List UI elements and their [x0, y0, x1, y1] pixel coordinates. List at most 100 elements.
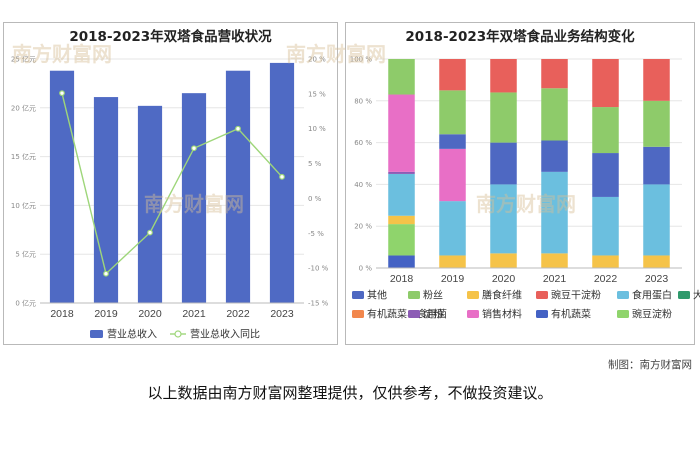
x-tick-label: 2019 [94, 308, 118, 320]
x-tick-label: 2021 [543, 273, 567, 285]
stacked-segment [388, 171, 415, 174]
x-tick-label: 2020 [492, 273, 516, 285]
y-right-tick-label: -10 % [308, 265, 329, 273]
revenue-chart-panel: 2018-2023年双塔食品营收状况 0 亿元 5 亿元 10 亿元 15 亿元 20 … [3, 22, 338, 345]
y-left-tick-label: 25 亿元 [11, 55, 36, 64]
legend-label: 豌豆干淀粉 [551, 289, 601, 302]
revenue-bar [93, 97, 119, 304]
stacked-segment [439, 148, 466, 202]
legend-swatch [617, 310, 629, 318]
y-right-tick-label: -15 % [308, 300, 329, 308]
legend-swatch [408, 291, 420, 299]
stacked-segment [388, 59, 415, 95]
y-right-tick-label: 10 % [308, 125, 326, 133]
revenue-chart: 0 亿元 5 亿元 10 亿元 15 亿元 20 亿元 25 亿元 -15 % -10 % -5… [11, 55, 329, 341]
chart-credit: 制图：南方财富网 [608, 359, 692, 371]
legend-label-yoy: 营业总收入同比 [190, 328, 260, 341]
y-left-tick-label: 5 亿元 [15, 250, 36, 259]
revenue-chart-title: 2018-2023年双塔食品营收状况 [69, 29, 272, 45]
stacked-segment [643, 184, 670, 256]
stacked-segment [541, 253, 568, 268]
y-right-tick-label: 0 % [308, 195, 322, 203]
stacked-segment [643, 146, 670, 185]
legend-swatch [352, 310, 364, 318]
y-left-tick-label: 10 亿元 [11, 201, 36, 210]
revenue-bar [269, 62, 295, 304]
disclaimer-text: 以上数据由南方财富网整理提供，仅供参考，不做投资建议。 [147, 384, 553, 402]
y-right-tick-label: 5 % [308, 160, 322, 168]
stacked-segment [592, 153, 619, 197]
x-tick-label: 2019 [441, 273, 465, 285]
x-tick-label: 2023 [270, 308, 294, 320]
yoy-growth-point [59, 90, 65, 97]
y-left-tick-label: 0 亿元 [15, 299, 36, 308]
structure-chart-title: 2018-2023年双塔食品业务结构变化 [405, 29, 635, 45]
stacked-segment [592, 196, 619, 256]
revenue-bar [225, 70, 251, 303]
stacked-segment [388, 94, 415, 172]
stacked-segment [541, 59, 568, 89]
legend-label-revenue: 营业总收入 [107, 328, 157, 341]
x-tick-label: 2020 [138, 308, 162, 320]
legend-label: 豌豆淀粉 [632, 308, 672, 321]
stacked-segment [643, 255, 670, 268]
x-tick-label: 2023 [645, 273, 669, 285]
legend-label: 销售材料 [482, 308, 522, 321]
y-tick-label: 20 % [354, 223, 372, 231]
revenue-bar [181, 93, 207, 303]
legend-swatch [536, 310, 548, 318]
yoy-growth-point [235, 125, 241, 132]
stacked-segment [490, 59, 517, 93]
y-right-tick-label: 15 % [308, 90, 326, 98]
legend-swatch [617, 291, 629, 299]
yoy-growth-point [191, 145, 197, 152]
x-tick-label: 2021 [182, 308, 206, 320]
stacked-segment [490, 92, 517, 143]
y-right-tick-label: 20 % [308, 56, 326, 64]
business-structure-chart: 0 % 20 % 40 % 60 % 80 % 100 % 2018 2019 2020 2021… [350, 56, 700, 321]
y-tick-label: 80 % [354, 97, 372, 105]
yoy-growth-point [147, 229, 153, 236]
stacked-segment [592, 59, 619, 108]
revenue-bar [137, 105, 163, 304]
business-structure-chart-panel: 2018-2023年双塔食品业务结构变化 0 % 20 % 40 % 60 % 80 %… [286, 22, 700, 345]
legend-label: 其他 [367, 289, 387, 302]
legend-marker-yoy [174, 330, 182, 338]
stacked-segment [541, 88, 568, 141]
stacked-segment [439, 90, 466, 135]
legend-label: 膳食纤维 [482, 289, 522, 302]
x-tick-label: 2022 [594, 273, 618, 285]
legend-swatch [408, 310, 420, 318]
y-tick-label: 40 % [354, 181, 372, 189]
legend-swatch [536, 291, 548, 299]
x-tick-label: 2022 [226, 308, 250, 320]
y-left-tick-label: 20 亿元 [11, 103, 36, 112]
stacked-segment [541, 171, 568, 254]
y-right-tick-label: -5 % [308, 230, 324, 238]
legend-label: 有机蔬菜、食用菌 [367, 308, 447, 321]
legend-label: 食用蛋白 [632, 289, 672, 302]
yoy-growth-line [61, 92, 283, 276]
stacked-segment [643, 59, 670, 101]
stacked-segment [388, 215, 415, 225]
stacked-segment [592, 255, 619, 268]
y-tick-label: 60 % [354, 139, 372, 147]
legend-swatch [467, 291, 479, 299]
legend-swatch-revenue [90, 330, 103, 338]
stacked-segment [541, 140, 568, 172]
stacked-segment [643, 100, 670, 147]
stacked-segment [388, 173, 415, 216]
legend-swatch [352, 291, 364, 299]
stacked-segment [490, 253, 517, 268]
x-tick-label: 2018 [50, 308, 74, 320]
legend-label: 粉丝 [423, 289, 443, 302]
stacked-segment [439, 201, 466, 256]
revenue-bar [49, 70, 75, 303]
y-tick-label: 100 % [350, 56, 373, 64]
stacked-segment [439, 59, 466, 91]
legend-label: 淀粉 [423, 308, 443, 321]
x-tick-label: 2018 [390, 273, 414, 285]
stacked-segment [439, 255, 466, 268]
stacked-segment [388, 255, 415, 268]
stacked-segment [490, 184, 517, 254]
